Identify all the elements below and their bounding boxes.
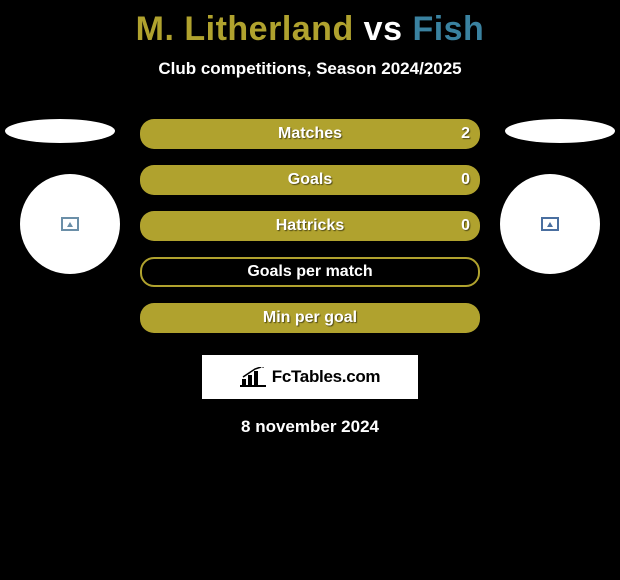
player1-club-circle	[20, 174, 120, 274]
stat-value-right: 2	[461, 125, 470, 143]
date-label: 8 november 2024	[0, 417, 620, 437]
stat-label: Goals per match	[247, 263, 372, 281]
stat-value-right: 0	[461, 217, 470, 235]
stat-row: Goals 0	[140, 165, 480, 195]
title-player2: Fish	[412, 10, 484, 48]
player2-club-circle	[500, 174, 600, 274]
player2-base-ellipse	[505, 119, 615, 143]
stat-row: Hattricks 0	[140, 211, 480, 241]
title-vs: vs	[354, 10, 413, 48]
stat-label: Matches	[278, 125, 342, 143]
stats-list: Matches 2 Goals 0 Hattricks 0 Goals per match M…	[140, 119, 480, 333]
stat-label: Goals	[288, 171, 332, 189]
stat-label: Hattricks	[276, 217, 344, 235]
stat-row: Matches 2	[140, 119, 480, 149]
stat-row: Goals per match	[140, 257, 480, 287]
club-badge-icon	[541, 217, 559, 231]
stat-value-right: 0	[461, 171, 470, 189]
bar-chart-icon	[240, 367, 266, 387]
brand-text: FcTables.com	[272, 367, 381, 387]
stat-label: Min per goal	[263, 309, 357, 327]
club-badge-icon	[61, 217, 79, 231]
brand-box: FcTables.com	[202, 355, 418, 399]
stat-row: Min per goal	[140, 303, 480, 333]
player1-base-ellipse	[5, 119, 115, 143]
title-player1: M. Litherland	[136, 10, 354, 48]
comparison-content: Matches 2 Goals 0 Hattricks 0 Goals per match M…	[0, 119, 620, 437]
subtitle: Club competitions, Season 2024/2025	[0, 59, 620, 79]
page-title: M. Litherland vs Fish	[0, 0, 620, 49]
